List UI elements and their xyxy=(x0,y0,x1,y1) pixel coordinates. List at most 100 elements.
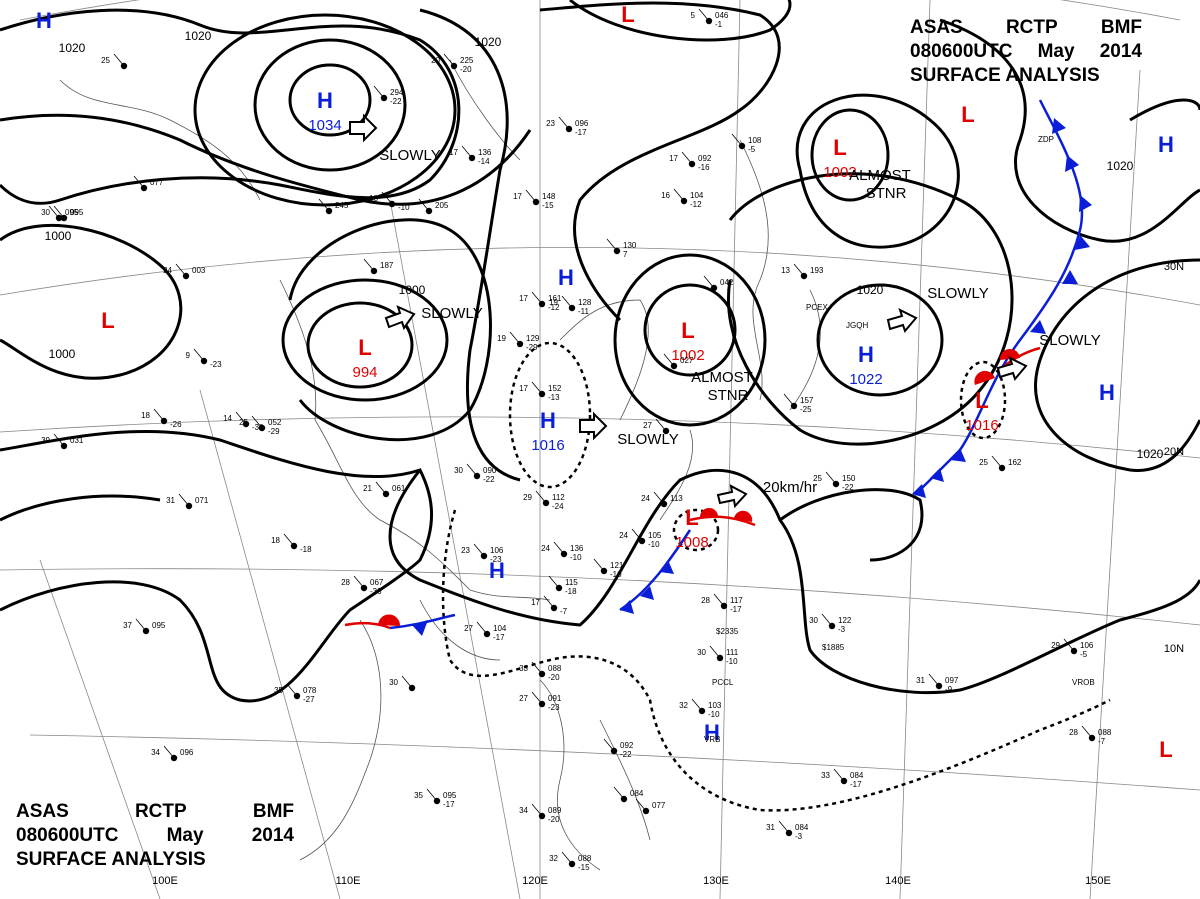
station-pressure: 106 xyxy=(1080,641,1094,650)
station-temperature: 28 xyxy=(341,578,350,587)
latitude-label: 30N xyxy=(1164,261,1184,273)
wind-barb xyxy=(825,471,837,485)
station-pressure: 088 xyxy=(1098,728,1112,737)
wind-barb xyxy=(673,188,685,202)
station-plot: 33 084-17 xyxy=(821,768,864,789)
station-pressure: 067 xyxy=(370,578,384,587)
station-pressure: 122 xyxy=(838,616,852,625)
high-center: H xyxy=(1099,380,1115,405)
station-plot: 24 003 xyxy=(163,263,206,280)
station-pressure: 106 xyxy=(490,546,504,555)
wind-barb xyxy=(175,263,187,277)
station-tendency: -26 xyxy=(170,420,182,429)
center-pressure-value: 1034 xyxy=(308,117,341,134)
station-pressure: 161 xyxy=(548,294,562,303)
station-plot: 31 097-9 xyxy=(916,673,959,694)
station-plot: 084 xyxy=(613,786,644,803)
wind-barb xyxy=(509,331,521,345)
station-tendency: -3 xyxy=(795,832,803,841)
station-pressure: 225 xyxy=(460,56,474,65)
station-tendency: -33 xyxy=(370,587,382,596)
wind-barb xyxy=(543,595,555,609)
station-pressure: 097 xyxy=(945,676,959,685)
station-tendency: -29 xyxy=(526,343,538,352)
header-top: ASAS RCTP BMF 080600UTC May 2014 SURFACE… xyxy=(910,16,1142,88)
header-line1-c: BMF xyxy=(1100,17,1142,38)
station-id: VROB xyxy=(1072,678,1095,687)
station-temperature: 30 xyxy=(809,616,818,625)
wind-barb xyxy=(613,786,625,800)
wind-barb xyxy=(418,198,430,212)
station-temperature: 28 xyxy=(1069,728,1078,737)
station-plot: 23 106-23 xyxy=(461,543,504,564)
stationary-label: ALMOST xyxy=(849,167,911,184)
station-plot: 25 052-29 xyxy=(239,415,282,436)
station-pressure: 105 xyxy=(648,531,662,540)
latitude-label: 20N xyxy=(1164,446,1184,458)
station-pressure: 121 xyxy=(610,561,624,570)
station-tendency: -14 xyxy=(478,157,490,166)
high-center: H xyxy=(704,720,720,745)
low-center: L xyxy=(681,318,694,343)
high-center: H xyxy=(489,558,505,583)
footer-line1-c: BMF xyxy=(252,801,294,822)
wind-barb xyxy=(318,198,330,212)
station-pressure: 152 xyxy=(548,384,562,393)
station-plot: 18 -26 xyxy=(141,408,182,429)
station-temperature: 19 xyxy=(549,298,558,307)
station-temperature: 19 xyxy=(497,334,506,343)
station-pressure: 096 xyxy=(575,119,589,128)
wind-barb xyxy=(713,593,725,607)
station-plot: 32 103-10 xyxy=(679,698,722,719)
wind-barb xyxy=(48,205,60,219)
wind-barb xyxy=(558,116,570,130)
isobars xyxy=(0,0,1200,703)
station-pressure: 084 xyxy=(850,771,864,780)
footer-line1-b: RCTP xyxy=(134,801,187,822)
high-center: H xyxy=(36,8,52,33)
station-tendency: -30 xyxy=(252,423,264,432)
wind-barb xyxy=(113,53,125,67)
center-pressure-value: 1016 xyxy=(965,417,998,434)
station-id: $1885 xyxy=(822,643,845,652)
station-pressure: 129 xyxy=(526,334,540,343)
station-plot: 17 152-13 xyxy=(519,381,562,402)
station-tendency: -10 xyxy=(398,203,410,212)
station-pressure: 092 xyxy=(698,154,712,163)
wind-barb xyxy=(1081,725,1093,739)
wind-barb xyxy=(655,418,667,432)
station-plot: 13 193 xyxy=(781,263,824,280)
station-pressure: 061 xyxy=(392,484,406,493)
station-temperature: 13 xyxy=(781,266,790,275)
station-tendency: -23 xyxy=(210,360,222,369)
station-temperature: 18 xyxy=(141,411,150,420)
wind-barb xyxy=(553,541,565,555)
station-temperature: 14 xyxy=(223,414,232,423)
station-pressure: 136 xyxy=(570,544,584,553)
station-temperature: 30 xyxy=(389,678,398,687)
station-tendency: -10 xyxy=(726,657,738,666)
station-tendency: -18 xyxy=(565,587,577,596)
station-tendency: -9 xyxy=(945,685,953,694)
wind-barb xyxy=(235,411,247,425)
station-plot: 187 xyxy=(363,258,394,275)
header-line1-b: RCTP xyxy=(1005,17,1058,38)
station-tendency: -12 xyxy=(548,303,560,312)
wind-barb xyxy=(531,691,543,705)
wind-barb xyxy=(53,433,65,447)
station-ids: PCEX JGQH PCCL VROB ZDP $2335 $1885 VRB xyxy=(704,135,1095,744)
station-temperature: 24 xyxy=(163,266,172,275)
station-pressure: 031 xyxy=(70,436,84,445)
station-plot: 28 067-33 xyxy=(341,575,384,596)
station-pressure: 136 xyxy=(478,148,492,157)
longitude-label: 110E xyxy=(336,875,361,887)
station-plot: 23 096-17 xyxy=(546,116,589,137)
wind-barb xyxy=(698,8,710,22)
station-plot: 205 xyxy=(418,198,449,215)
wind-barb xyxy=(426,788,438,802)
wind-barb xyxy=(653,491,665,505)
wind-barb xyxy=(703,275,715,289)
station-pressure: 088 xyxy=(578,854,592,863)
motion-label: SLOWLY xyxy=(617,431,678,448)
station-tendency: -22 xyxy=(620,750,632,759)
